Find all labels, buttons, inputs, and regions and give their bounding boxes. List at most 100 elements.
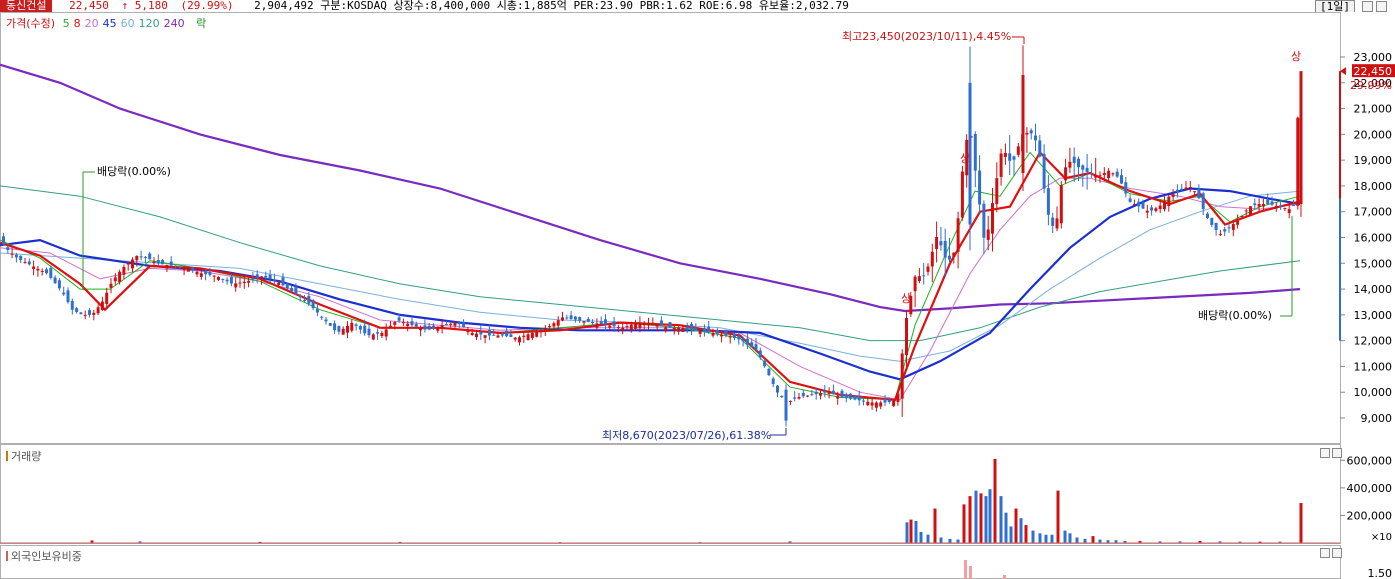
candle-body: [651, 322, 655, 324]
candle-body: [32, 266, 36, 270]
volume-bar: [1056, 490, 1060, 543]
upper-limit-mark-1: 상: [1291, 50, 1301, 63]
price-tick-label: 20,000: [1354, 128, 1393, 141]
candle-body: [780, 395, 784, 397]
candle-body: [311, 300, 315, 309]
close-icon[interactable]: [1376, 1, 1387, 12]
candle-body: [346, 325, 349, 333]
volume-close-icon[interactable]: [1332, 448, 1342, 458]
volume-bar: [905, 522, 909, 543]
candle-body: [1244, 210, 1248, 212]
candle-body: [1094, 174, 1098, 178]
legend-ma-120[interactable]: 120: [138, 17, 160, 30]
legend-ma-5[interactable]: 5: [62, 17, 70, 30]
candle-body: [917, 276, 921, 282]
volume-bar: [1123, 540, 1127, 543]
candle-body: [268, 274, 272, 279]
stock-name[interactable]: 동신건설: [0, 0, 53, 12]
candle-body: [333, 323, 337, 331]
candle-body: [152, 261, 156, 263]
candle-body: [711, 333, 715, 336]
minimize-icon[interactable]: [1362, 1, 1373, 12]
candle-body: [376, 332, 380, 334]
ma-line-ma240_purple: [0, 63, 1301, 313]
price-tick-label: 23,000: [1354, 51, 1393, 64]
candle-body: [1029, 130, 1033, 134]
stock-info: 2,904,492 구분:KOSDAQ 상장수:8,400,000 시총:1,8…: [254, 0, 849, 12]
volume-bar: [999, 496, 1003, 543]
candle-body: [1072, 156, 1076, 164]
candle-body: [793, 397, 797, 399]
candle-body: [806, 395, 810, 397]
period-selector[interactable]: [1일]: [1315, 0, 1355, 12]
candle-body: [548, 326, 552, 328]
legend-ma-45[interactable]: 45: [102, 17, 117, 30]
candle-body: [139, 256, 143, 258]
candle-body: [1167, 196, 1171, 207]
legend-ma-240[interactable]: 240: [163, 17, 185, 30]
candle-body: [1034, 135, 1037, 141]
candle-body: [965, 139, 969, 176]
legend-ex[interactable]: 락: [196, 17, 207, 30]
current-price-label: 22,450: [1354, 65, 1393, 78]
candle-body: [45, 269, 48, 274]
candle-body: [702, 328, 706, 332]
volume-bar: [1138, 540, 1142, 543]
volume-bar: [1238, 541, 1242, 543]
candle-body: [707, 326, 711, 333]
volume-bar: [1009, 526, 1013, 543]
volume-bar: [138, 541, 142, 543]
candle-body: [900, 353, 904, 399]
candle-body: [741, 338, 745, 342]
candle-body: [148, 253, 152, 260]
foreign-minimize-icon[interactable]: [1320, 548, 1330, 558]
candle-body: [556, 320, 560, 326]
price-tick-label: 12,000: [1354, 335, 1393, 348]
legend-ma-60[interactable]: 60: [120, 17, 135, 30]
candle-body: [70, 301, 74, 310]
volume-bar: [1258, 541, 1262, 543]
volume-bar: [1098, 539, 1102, 543]
candle-body: [1081, 165, 1085, 170]
foreign-close-icon[interactable]: [1332, 548, 1342, 558]
candle-body: [870, 402, 874, 406]
candle-body: [948, 255, 951, 260]
candle-body: [410, 321, 414, 326]
volume-bar: [1091, 536, 1095, 543]
candle-body: [677, 327, 681, 332]
candle-body: [715, 329, 719, 334]
candle-body: [586, 318, 590, 322]
candle-body: [354, 324, 358, 326]
legend-ma-8[interactable]: 8: [73, 17, 81, 30]
candle-body: [62, 292, 66, 295]
volume-minimize-icon[interactable]: [1320, 448, 1330, 458]
candle-body: [922, 275, 926, 277]
candle-body: [470, 332, 474, 336]
candle-body: [414, 323, 418, 327]
legend-ma-20[interactable]: 20: [84, 17, 99, 30]
candle-body: [1206, 213, 1209, 218]
ma-line-ma5_green: [0, 151, 1301, 401]
candle-body: [483, 335, 487, 338]
candle-body: [27, 261, 31, 265]
candle-body: [638, 322, 642, 329]
candle-body: [487, 330, 491, 336]
candle-body: [1124, 182, 1128, 194]
candle-body: [754, 344, 758, 351]
candle-body: [595, 323, 599, 328]
candle-body: [986, 229, 990, 240]
candle-body: [1193, 191, 1197, 193]
candle-body: [479, 331, 483, 335]
volume-bar: [956, 539, 960, 543]
candle-body: [569, 315, 573, 319]
volume-bar: [1019, 518, 1023, 543]
current-price-marker: [1340, 67, 1346, 76]
candle-body: [449, 323, 453, 325]
candle-body: [513, 337, 517, 340]
candle-body: [384, 329, 388, 337]
candle-body: [92, 312, 96, 315]
legend-price[interactable]: 가격(수정): [6, 17, 56, 30]
candle-body: [1227, 227, 1231, 229]
candle-body: [221, 278, 225, 280]
